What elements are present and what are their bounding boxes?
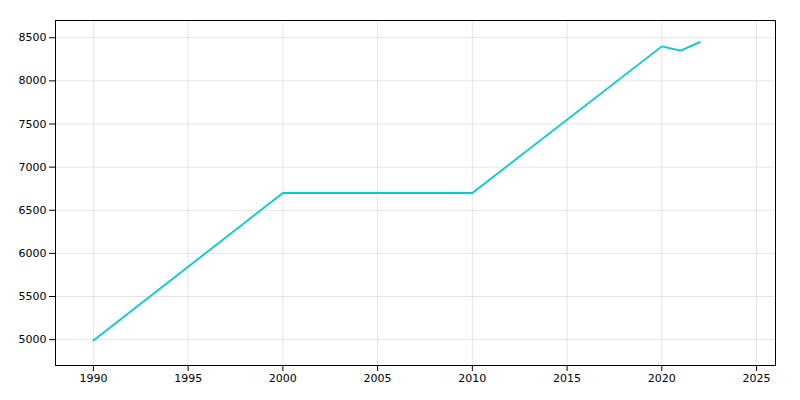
svg-text:6500: 6500 [19, 204, 47, 217]
svg-text:7000: 7000 [19, 161, 47, 174]
svg-text:5500: 5500 [19, 290, 47, 303]
svg-text:8500: 8500 [19, 31, 47, 44]
svg-text:2020: 2020 [648, 372, 676, 385]
svg-text:2005: 2005 [364, 372, 392, 385]
svg-text:1990: 1990 [79, 372, 107, 385]
svg-text:2025: 2025 [743, 372, 771, 385]
svg-text:8000: 8000 [19, 74, 47, 87]
svg-text:5000: 5000 [19, 333, 47, 346]
svg-text:2010: 2010 [458, 372, 486, 385]
svg-text:1995: 1995 [174, 372, 202, 385]
svg-text:7500: 7500 [19, 118, 47, 131]
svg-text:2000: 2000 [269, 372, 297, 385]
svg-text:6000: 6000 [19, 247, 47, 260]
svg-text:2015: 2015 [553, 372, 581, 385]
